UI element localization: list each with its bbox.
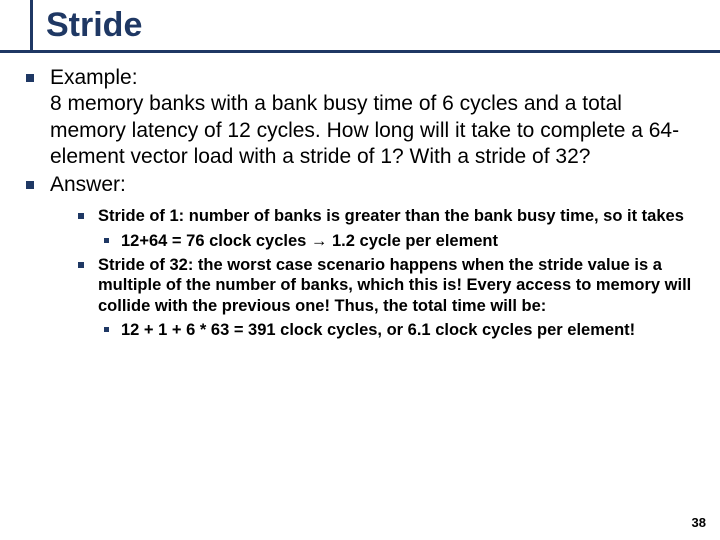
sub-bullet-stride32: Stride of 32: the worst case scenario ha… — [72, 255, 700, 317]
square-bullet-icon — [26, 181, 34, 189]
square-bullet-icon — [26, 74, 34, 82]
answer-label: Answer: — [50, 172, 126, 198]
sub-bullet-text: Stride of 32: the worst case scenario ha… — [98, 255, 700, 317]
bullet-text: Example: 8 memory banks with a bank busy… — [50, 65, 700, 170]
example-label: Example: — [50, 66, 138, 89]
square-bullet-icon — [78, 213, 84, 219]
square-bullet-icon — [104, 327, 109, 332]
answer-sublist: Stride of 1: number of banks is greater … — [72, 206, 700, 341]
square-bullet-icon — [104, 238, 109, 243]
subsub-bullet-stride1-calc: 12+64 = 76 clock cycles → 1.2 cycle per … — [100, 231, 700, 252]
square-bullet-icon — [78, 262, 84, 268]
example-body: 8 memory banks with a bank busy time of … — [50, 92, 679, 168]
page-number: 38 — [692, 515, 706, 530]
bullet-example: Example: 8 memory banks with a bank busy… — [20, 65, 700, 170]
slide-content: Example: 8 memory banks with a bank busy… — [20, 65, 700, 344]
sub-bullet-stride1: Stride of 1: number of banks is greater … — [72, 206, 700, 227]
slide-title: Stride — [46, 6, 142, 45]
bullet-answer: Answer: — [20, 172, 700, 198]
subsub-bullet-text: 12 + 1 + 6 * 63 = 391 clock cycles, or 6… — [121, 320, 635, 341]
subsub-bullet-text: 12+64 = 76 clock cycles → 1.2 cycle per … — [121, 231, 498, 252]
sub-bullet-text: Stride of 1: number of banks is greater … — [98, 206, 684, 227]
subsub-bullet-stride32-calc: 12 + 1 + 6 * 63 = 391 clock cycles, or 6… — [100, 320, 700, 341]
title-decoration-horizontal — [0, 50, 720, 53]
title-decoration-vertical — [30, 0, 33, 53]
